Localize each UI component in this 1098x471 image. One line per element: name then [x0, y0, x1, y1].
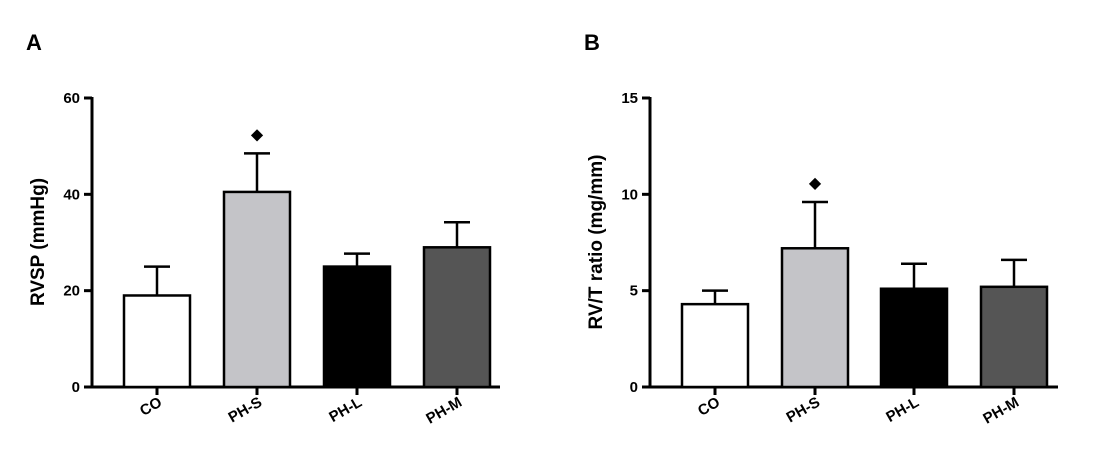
panel-a-x-ticks: CO PH-S PH-L PH-M: [137, 394, 465, 428]
panel-b-x-tick-label: PH-L: [883, 394, 922, 426]
panel-b-bar-ph-m: [979, 285, 1049, 389]
panel-a-bar-ph-l: [322, 265, 392, 389]
panel-b-x-ticks: CO PH-S PH-L PH-M: [695, 394, 1022, 428]
panel-b-bar-co: [680, 302, 750, 389]
panel-a: A RVSP (mmHg) 0 20 40 60 ◆ CO PH-S PH-L …: [26, 30, 500, 428]
panel-a-x-tick-label: PH-S: [225, 394, 265, 427]
panel-a-y-tick-label: 20: [63, 283, 80, 300]
panel-a-y-ticks: 0 20 40 60: [63, 90, 80, 396]
panel-b-bar-ph-l: [879, 287, 949, 389]
panel-a-y-tick-label: 0: [72, 379, 80, 396]
panel-a-y-axis-label: RVSP (mmHg): [28, 178, 49, 306]
panel-a-x-tick-label: PH-L: [326, 394, 365, 426]
panel-b-x-tick-label: PH-M: [980, 394, 1022, 428]
panel-b-y-tick-label: 0: [630, 379, 638, 396]
panel-a-x-tick-label: CO: [137, 394, 165, 420]
panel-a-bars: ◆: [122, 126, 492, 389]
panel-b-x-tick-label: CO: [695, 394, 723, 420]
panel-b-y-ticks: 0 5 10 15: [621, 90, 638, 396]
panel-b-y-tick-label: 10: [621, 186, 638, 203]
panel-a-y-tick-label: 60: [63, 90, 80, 107]
panel-b-label: B: [584, 30, 600, 55]
panel-b-y-tick-label: 15: [621, 90, 638, 107]
panel-a-bar-ph-s: [222, 190, 292, 389]
panel-a-bar-co: [122, 294, 192, 389]
panel-a-label: A: [26, 30, 42, 55]
panel-b: B RV/T ratio (mg/mm) 0 5 10 15 ◆ CO PH-S…: [584, 30, 1058, 428]
panel-a-significance-marker: ◆: [251, 126, 264, 143]
panel-b-x-tick-label: PH-S: [783, 394, 823, 427]
panel-b-significance-marker: ◆: [809, 175, 822, 192]
panel-a-bar-ph-m: [422, 246, 492, 389]
panel-a-x-tick-label: PH-M: [423, 394, 465, 428]
panel-a-y-tick-label: 40: [63, 186, 80, 203]
panel-b-bars: ◆: [680, 175, 1049, 389]
panel-b-bar-ph-s: [780, 247, 850, 389]
panel-b-y-axis-label: RV/T ratio (mg/mm): [586, 155, 607, 330]
panel-b-y-tick-label: 5: [630, 283, 638, 300]
